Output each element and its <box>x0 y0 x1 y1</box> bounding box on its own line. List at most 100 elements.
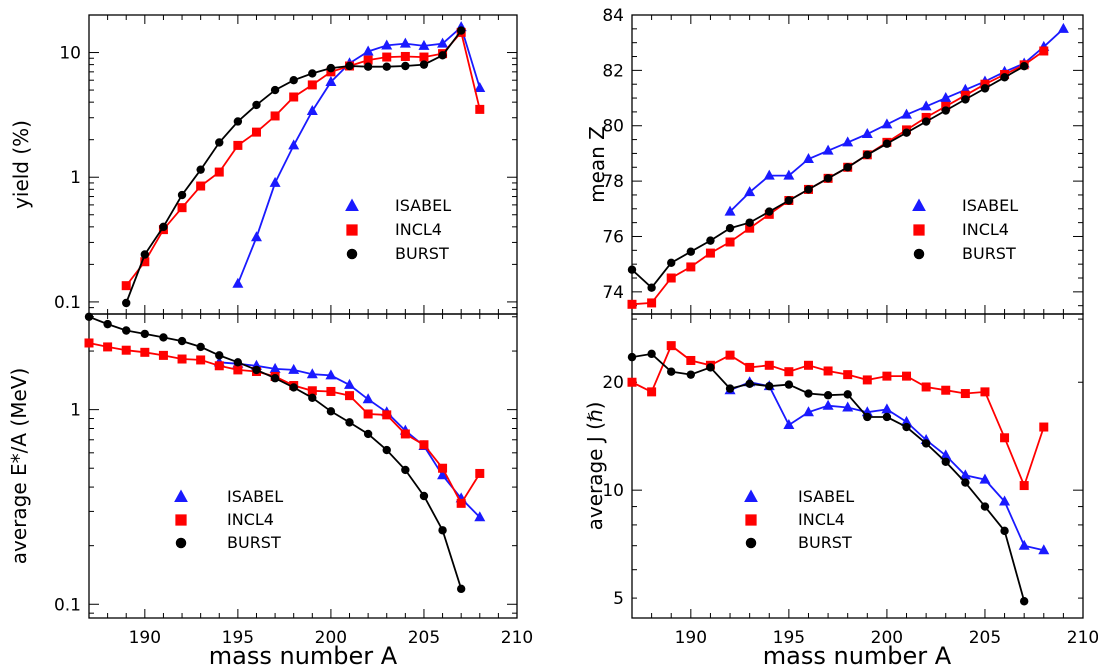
data-point <box>363 55 373 65</box>
data-point <box>765 381 774 391</box>
data-point <box>959 469 971 480</box>
data-point <box>140 329 150 339</box>
data-point <box>686 247 696 256</box>
data-point <box>627 352 637 362</box>
data-point <box>382 445 391 455</box>
data-point <box>400 429 410 439</box>
data-point <box>783 169 795 180</box>
data-point <box>401 61 410 71</box>
data-point <box>921 439 931 448</box>
data-point <box>456 584 466 594</box>
data-point <box>666 341 676 351</box>
data-point <box>382 52 392 62</box>
data-point <box>215 351 224 360</box>
data-point <box>667 258 676 267</box>
data-point <box>1038 544 1050 555</box>
series-line <box>631 344 1045 489</box>
data-point <box>196 342 205 352</box>
data-point <box>940 92 952 103</box>
series-isabel <box>724 22 1069 216</box>
data-point <box>686 370 696 379</box>
data-point <box>456 498 466 508</box>
x-tick-label: 200 <box>871 628 903 648</box>
data-point <box>103 342 113 352</box>
data-point <box>999 495 1011 506</box>
data-point <box>196 165 205 174</box>
y-axis-label: mean Z <box>585 126 609 203</box>
data-point <box>122 326 131 335</box>
series-incl4 <box>84 338 485 508</box>
data-point <box>196 181 206 191</box>
data-point <box>822 144 834 155</box>
data-point <box>902 371 912 381</box>
legend-label: BURST <box>395 244 449 263</box>
data-point <box>843 390 852 399</box>
data-point <box>1039 422 1049 432</box>
data-point <box>784 367 794 377</box>
legend: ISABEL INCL4 BURST <box>912 196 1018 263</box>
data-point <box>419 60 429 69</box>
data-point <box>438 526 447 535</box>
data-point <box>307 386 317 396</box>
plot-frame <box>631 313 1084 619</box>
data-point <box>1019 481 1029 491</box>
data-point <box>961 478 970 487</box>
data-point <box>269 362 281 373</box>
data-point <box>745 362 755 372</box>
data-point <box>177 190 187 200</box>
data-point <box>1039 46 1049 56</box>
data-point <box>437 469 449 480</box>
data-point <box>140 257 150 267</box>
data-point <box>842 401 854 412</box>
data-point <box>345 61 354 71</box>
legend-marker <box>745 514 757 526</box>
y-tick-label: 1 <box>70 401 81 421</box>
data-point <box>804 389 813 398</box>
data-point <box>251 127 261 137</box>
legend-label: INCL4 <box>798 510 845 529</box>
x-tick-label: 195 <box>773 628 805 648</box>
panel-angularMomentum: 190 195 200 205 210 5 10 20 average J (ℏ) mass nu… <box>583 313 1098 668</box>
data-point <box>84 338 94 348</box>
legend-label: ISABEL <box>962 196 1018 215</box>
data-point <box>842 136 854 147</box>
x-tick-label: 190 <box>675 628 707 648</box>
data-point <box>289 383 298 392</box>
data-point <box>1000 73 1009 82</box>
data-point <box>1000 433 1010 443</box>
data-point <box>252 100 261 110</box>
y-axis-label: average E*/A (MeV) <box>7 368 31 565</box>
x-tick-label: 190 <box>129 628 161 648</box>
data-point <box>882 371 892 381</box>
data-point <box>979 473 991 484</box>
legend-label: INCL4 <box>227 510 274 529</box>
y-tick-label: 5 <box>613 589 624 609</box>
data-point <box>159 333 168 342</box>
data-point <box>474 511 486 522</box>
data-point <box>745 218 754 227</box>
legend: ISABEL INCL4 BURST <box>174 487 283 552</box>
data-point <box>326 63 336 73</box>
data-point <box>159 222 168 232</box>
data-point <box>647 387 657 397</box>
data-point <box>326 407 336 416</box>
data-point <box>419 52 429 62</box>
x-tick-label: 205 <box>969 628 1001 648</box>
data-point <box>647 283 656 292</box>
data-point <box>289 92 299 102</box>
data-point <box>438 463 448 473</box>
data-point <box>823 391 833 400</box>
x-axis-label: mass number A <box>763 642 952 668</box>
data-point <box>861 128 873 139</box>
data-point <box>401 465 410 475</box>
data-point <box>288 363 300 374</box>
data-point <box>418 39 430 50</box>
data-point <box>289 75 298 85</box>
y-tick-label: 10 <box>602 481 624 501</box>
data-point <box>647 298 657 308</box>
data-point <box>363 429 373 439</box>
data-point <box>961 95 970 104</box>
data-point <box>784 380 794 389</box>
y-axis-label: yield (%) <box>9 120 33 209</box>
